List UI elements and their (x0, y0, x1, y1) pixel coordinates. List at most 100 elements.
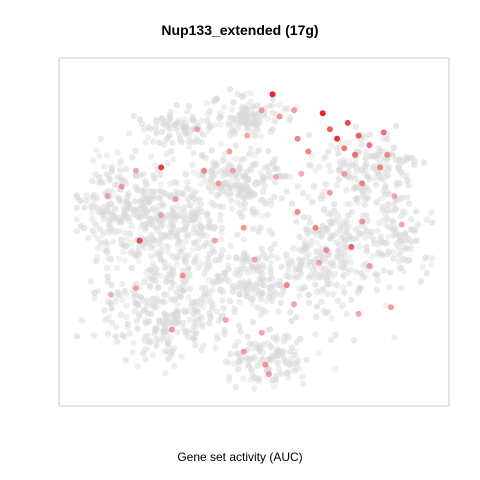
background-point (220, 173, 227, 180)
background-point (312, 269, 319, 276)
background-point (266, 197, 274, 205)
background-point (99, 231, 107, 238)
background-point (183, 185, 191, 192)
background-point (243, 127, 251, 134)
background-point (255, 288, 262, 295)
background-point (356, 243, 363, 250)
background-point (182, 238, 190, 245)
background-point (139, 307, 147, 314)
background-point (117, 160, 124, 167)
background-point (203, 211, 210, 218)
background-point (108, 225, 115, 233)
highlighted-point (341, 145, 348, 152)
background-point (304, 262, 312, 269)
background-point (184, 266, 192, 273)
background-point (135, 258, 142, 265)
background-point (242, 105, 250, 112)
background-point (397, 237, 404, 245)
background-point (173, 230, 181, 238)
highlighted-point (398, 221, 405, 228)
background-point (283, 360, 290, 368)
background-point (135, 243, 142, 250)
background-point (267, 245, 274, 253)
background-point (375, 170, 382, 177)
background-point (181, 115, 188, 123)
background-point (155, 298, 162, 305)
background-point (287, 173, 294, 181)
background-point (286, 114, 294, 122)
background-point (195, 264, 202, 271)
background-point (242, 121, 250, 128)
background-point (227, 242, 234, 249)
background-point (364, 172, 371, 180)
highlighted-point (107, 291, 114, 298)
background-point (243, 288, 251, 296)
background-point (393, 179, 400, 187)
background-point (380, 267, 387, 274)
background-point (259, 356, 266, 363)
background-point (167, 318, 174, 325)
background-point (237, 118, 244, 126)
background-point (185, 137, 192, 145)
background-point (259, 306, 266, 313)
background-point (77, 222, 85, 230)
background-point (122, 165, 130, 173)
highlighted-point (212, 237, 218, 244)
background-point (269, 109, 277, 117)
background-point (204, 223, 211, 231)
background-point (300, 214, 307, 221)
background-point (121, 333, 128, 340)
background-point (310, 258, 317, 266)
background-point (371, 174, 379, 181)
background-point (157, 337, 164, 344)
highlighted-point (104, 193, 111, 199)
background-point (233, 253, 240, 261)
background-point (251, 111, 258, 118)
background-point (144, 332, 151, 339)
background-point (153, 208, 160, 215)
background-point (397, 285, 405, 292)
background-point (153, 324, 160, 332)
background-point (169, 253, 177, 260)
background-point (168, 233, 175, 241)
background-point (244, 333, 251, 341)
background-point (213, 95, 220, 102)
background-point (109, 238, 117, 245)
background-point (167, 334, 175, 341)
background-point (108, 168, 116, 175)
highlighted-point (294, 208, 301, 215)
background-point (324, 258, 331, 266)
background-point (380, 187, 387, 195)
background-point (142, 226, 149, 234)
background-point (400, 256, 407, 263)
background-point (257, 133, 265, 140)
background-point (146, 339, 153, 346)
background-point (104, 201, 111, 208)
background-point (167, 285, 175, 292)
background-point (177, 135, 184, 142)
background-point (159, 221, 167, 228)
background-point (367, 153, 374, 160)
background-point (294, 274, 301, 281)
background-point (189, 208, 196, 215)
background-point (232, 270, 239, 277)
background-point (87, 278, 95, 285)
background-point (361, 223, 368, 230)
background-point (142, 355, 149, 363)
highlighted-point (262, 361, 269, 368)
background-point (307, 259, 314, 266)
background-point (221, 330, 228, 338)
background-point (112, 298, 119, 306)
background-point (367, 232, 374, 240)
background-point (139, 221, 146, 228)
background-point (190, 117, 198, 124)
background-point (239, 93, 246, 100)
background-point (240, 183, 247, 190)
highlighted-point (168, 326, 175, 333)
background-point (105, 216, 113, 224)
background-point (256, 375, 263, 383)
background-point (393, 183, 400, 190)
background-point (263, 255, 270, 262)
background-point (142, 333, 149, 340)
background-point (341, 265, 348, 272)
